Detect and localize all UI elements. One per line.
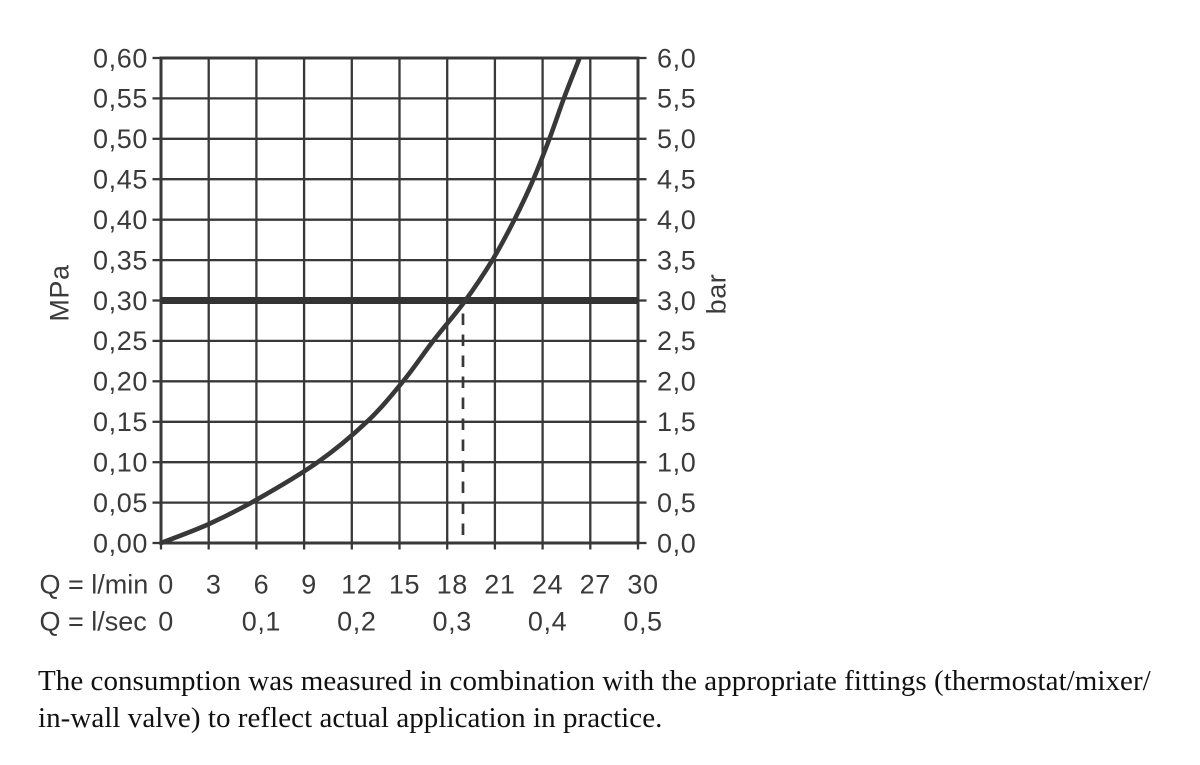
svg-text:1,5: 1,5 [657,407,696,437]
svg-text:5,5: 5,5 [657,84,696,114]
svg-text:Q = l/min: Q = l/min [40,569,149,599]
svg-text:0,00: 0,00 [93,528,148,558]
svg-text:5,0: 5,0 [657,124,696,154]
svg-text:0,1: 0,1 [242,606,281,636]
svg-text:3: 3 [206,569,222,599]
svg-text:4,5: 4,5 [657,165,696,195]
svg-text:1,0: 1,0 [657,448,696,478]
svg-text:0,50: 0,50 [93,124,148,154]
svg-text:Q = l/sec: Q = l/sec [40,606,147,636]
svg-text:0: 0 [158,606,174,636]
svg-text:2,0: 2,0 [657,367,696,397]
svg-text:18: 18 [437,569,468,599]
svg-text:0,5: 0,5 [657,488,696,518]
svg-text:6,0: 6,0 [657,43,696,73]
svg-text:0,30: 0,30 [93,286,148,316]
svg-text:The consumption was measured i: The consumption was measured in combinat… [38,665,1152,697]
svg-text:0,25: 0,25 [93,326,148,356]
svg-text:0,55: 0,55 [93,84,148,114]
svg-text:3,0: 3,0 [657,286,696,316]
svg-text:0,0: 0,0 [657,528,696,558]
svg-text:0,05: 0,05 [93,488,148,518]
svg-text:6: 6 [254,569,270,599]
svg-text:0: 0 [158,569,174,599]
svg-text:0,3: 0,3 [433,606,472,636]
svg-text:2,5: 2,5 [657,326,696,356]
svg-text:0,60: 0,60 [93,43,148,73]
svg-text:0,20: 0,20 [93,367,148,397]
svg-text:MPa: MPa [44,264,74,322]
svg-text:0,10: 0,10 [93,448,148,478]
svg-text:30: 30 [627,569,658,599]
svg-text:0,40: 0,40 [93,205,148,235]
svg-text:0,15: 0,15 [93,407,148,437]
svg-text:bar: bar [701,274,731,315]
svg-text:0,5: 0,5 [623,606,662,636]
svg-text:27: 27 [580,569,611,599]
svg-text:0,4: 0,4 [528,606,567,636]
svg-text:12: 12 [341,569,372,599]
svg-text:0,2: 0,2 [337,606,376,636]
svg-text:0,35: 0,35 [93,245,148,275]
svg-text:15: 15 [389,569,420,599]
svg-text:0,45: 0,45 [93,165,148,195]
svg-text:21: 21 [484,569,515,599]
svg-text:24: 24 [532,569,563,599]
svg-text:4,0: 4,0 [657,205,696,235]
svg-text:9: 9 [301,569,317,599]
svg-text:3,5: 3,5 [657,245,696,275]
svg-text:in-wall valve) to reflect actu: in-wall valve) to reflect actual applica… [38,702,662,734]
